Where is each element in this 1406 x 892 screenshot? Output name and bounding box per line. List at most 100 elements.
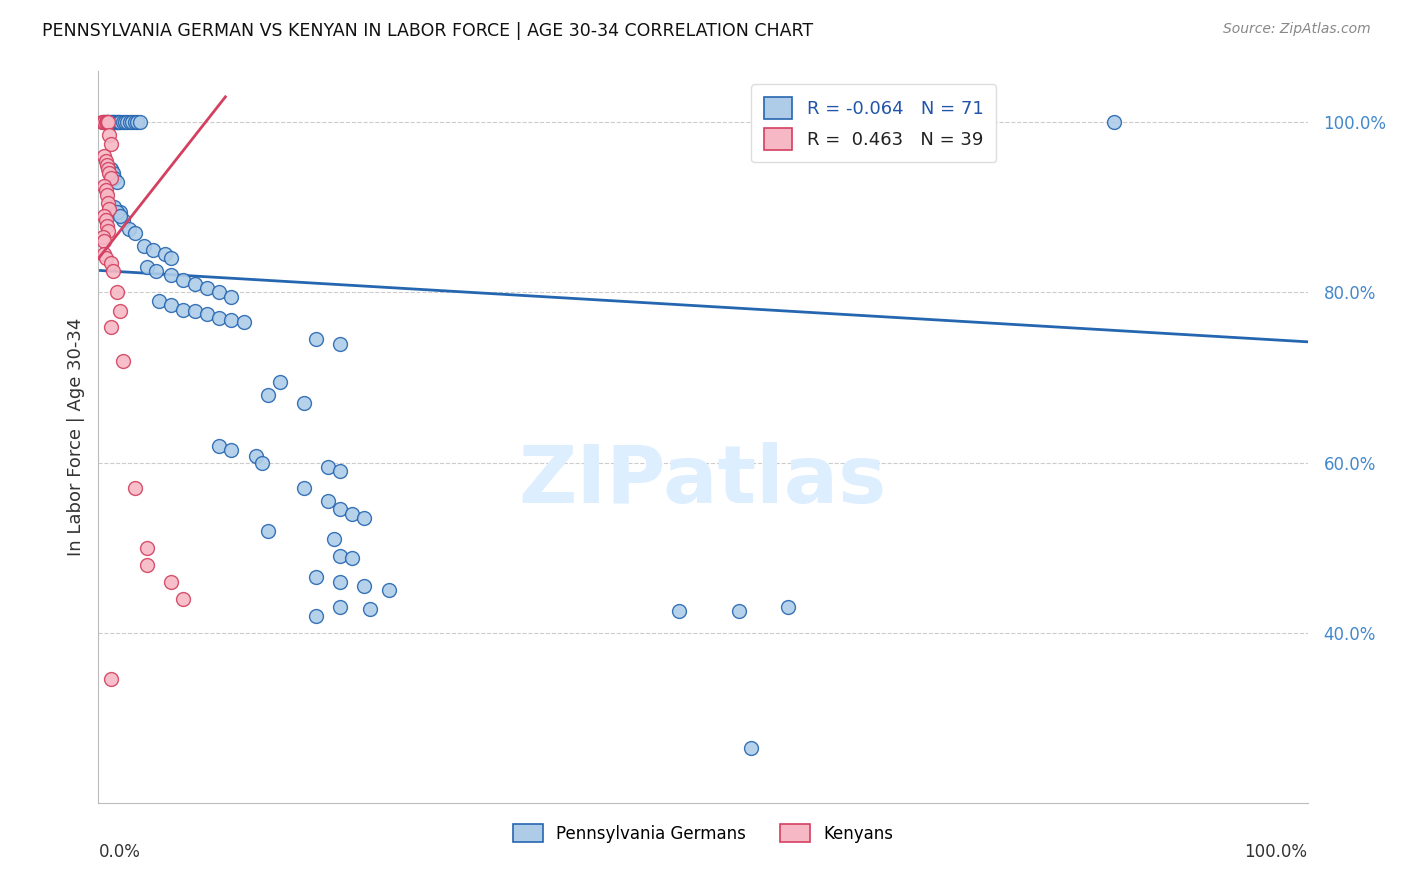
Point: [142, 243, 165, 257]
Point: [776, 600, 799, 615]
Point: [957, 115, 980, 129]
Point: [94, 115, 117, 129]
Point: [103, 201, 125, 215]
Point: [94, 183, 117, 197]
Point: [208, 285, 231, 300]
Point: [94, 252, 117, 266]
Point: [105, 204, 128, 219]
Point: [96, 115, 118, 129]
Point: [160, 574, 183, 589]
Point: [329, 502, 352, 516]
Point: [93, 149, 115, 163]
Point: [121, 115, 143, 129]
Point: [377, 583, 399, 598]
Text: 0.0%: 0.0%: [98, 843, 141, 861]
Point: [93, 115, 115, 129]
Text: PENNSYLVANIA GERMAN VS KENYAN IN LABOR FORCE | AGE 30-34 CORRELATION CHART: PENNSYLVANIA GERMAN VS KENYAN IN LABOR F…: [42, 22, 813, 40]
Point: [728, 604, 751, 618]
Point: [105, 115, 128, 129]
Point: [100, 170, 122, 185]
Point: [256, 387, 278, 401]
Point: [118, 115, 141, 129]
Point: [96, 187, 118, 202]
Point: [329, 549, 352, 563]
Point: [305, 608, 328, 623]
Point: [101, 264, 124, 278]
Point: [98, 202, 121, 216]
Point: [269, 375, 291, 389]
Point: [103, 170, 125, 185]
Point: [342, 507, 364, 521]
Point: [104, 115, 127, 129]
Point: [160, 298, 183, 312]
Point: [98, 115, 121, 129]
Point: [134, 238, 156, 252]
Point: [329, 600, 352, 615]
Point: [93, 235, 115, 249]
Point: [124, 115, 146, 129]
Point: [1102, 115, 1125, 129]
Point: [91, 230, 114, 244]
Text: Source: ZipAtlas.com: Source: ZipAtlas.com: [1223, 22, 1371, 37]
Point: [329, 464, 352, 478]
Point: [195, 281, 218, 295]
Point: [250, 456, 273, 470]
Point: [292, 481, 315, 495]
Point: [668, 604, 690, 618]
Point: [117, 115, 139, 129]
Point: [160, 268, 183, 283]
Point: [256, 524, 278, 538]
Point: [97, 115, 120, 129]
Point: [101, 115, 124, 129]
Point: [353, 579, 375, 593]
Point: [128, 115, 150, 129]
Point: [135, 541, 157, 555]
Point: [172, 302, 194, 317]
Y-axis label: In Labor Force | Age 30-34: In Labor Force | Age 30-34: [66, 318, 84, 557]
Point: [105, 285, 128, 300]
Point: [94, 115, 117, 129]
Point: [740, 740, 762, 755]
Point: [93, 209, 115, 223]
Point: [101, 166, 124, 180]
Point: [97, 196, 120, 211]
Point: [145, 264, 167, 278]
Point: [292, 396, 315, 410]
Point: [93, 247, 115, 261]
Point: [96, 158, 118, 172]
Point: [221, 290, 243, 304]
Point: [208, 439, 231, 453]
Point: [93, 115, 115, 129]
Point: [124, 481, 146, 495]
Point: [360, 602, 382, 616]
Point: [100, 256, 122, 270]
Point: [111, 115, 134, 129]
Point: [160, 252, 183, 266]
Point: [184, 304, 207, 318]
Point: [100, 115, 122, 129]
Point: [316, 459, 339, 474]
Point: [221, 312, 243, 326]
Point: [172, 591, 194, 606]
Point: [195, 307, 218, 321]
Point: [148, 293, 170, 308]
Point: [108, 304, 131, 318]
Point: [93, 179, 115, 194]
Point: [94, 213, 117, 227]
Point: [97, 162, 120, 177]
Point: [135, 260, 157, 274]
Point: [353, 511, 375, 525]
Point: [98, 166, 121, 180]
Point: [94, 153, 117, 168]
Legend: Pennsylvania Germans, Kenyans: Pennsylvania Germans, Kenyans: [506, 817, 900, 849]
Point: [232, 315, 254, 329]
Point: [91, 115, 114, 129]
Point: [305, 570, 328, 584]
Point: [342, 550, 364, 565]
Point: [108, 204, 131, 219]
Point: [245, 449, 267, 463]
Point: [91, 115, 114, 129]
Point: [329, 336, 352, 351]
Point: [323, 532, 346, 546]
Point: [100, 673, 122, 687]
